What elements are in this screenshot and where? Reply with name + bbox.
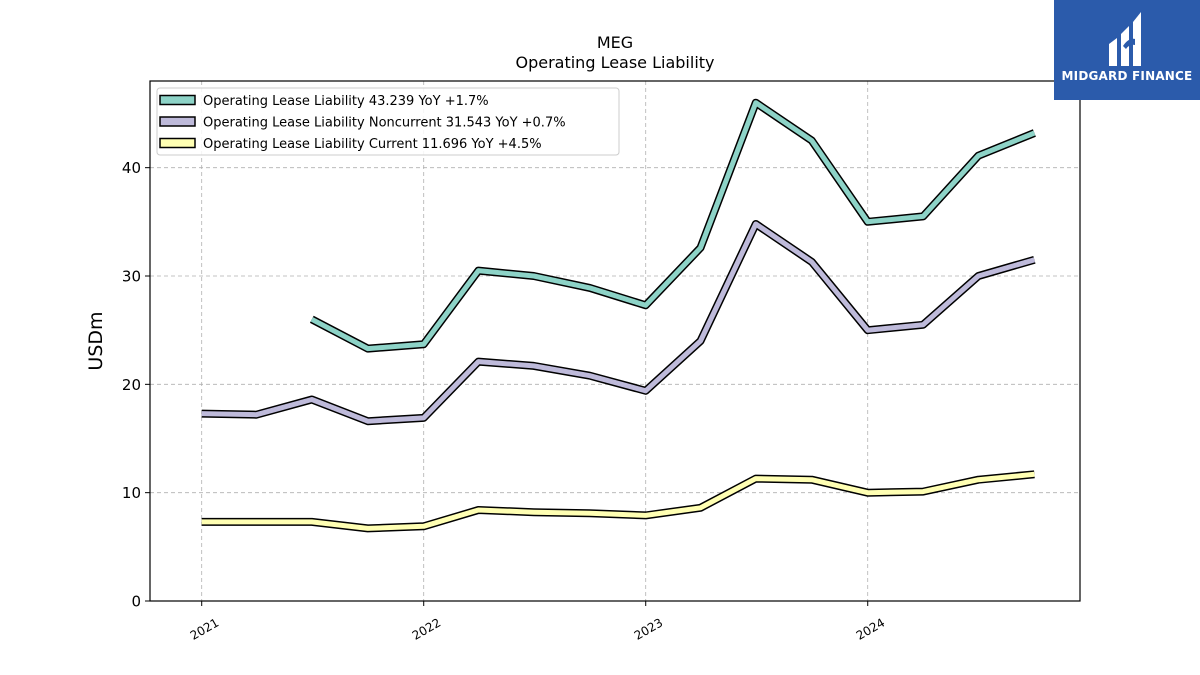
legend-swatch <box>159 94 196 106</box>
x-tick-label: 2024 <box>854 615 887 642</box>
x-tick-label: 2023 <box>632 615 665 642</box>
x-tick-label: 2021 <box>188 615 221 642</box>
y-tick-label: 10 <box>122 484 141 502</box>
brand-name: MIDGARD FINANCE <box>1061 69 1193 83</box>
y-tick-label: 40 <box>122 159 141 177</box>
plot-frame <box>149 80 1081 602</box>
y-tick-label: 20 <box>122 376 141 394</box>
legend: Operating Lease Liability 43.239 YoY +1.… <box>156 87 620 156</box>
chart-title: MEG <box>597 33 633 52</box>
y-tick-label: 0 <box>131 593 141 611</box>
series-line <box>201 471 1035 531</box>
brand-logo: MIDGARD FINANCE <box>1054 0 1200 100</box>
series-layer <box>201 98 1036 533</box>
legend-swatch <box>159 137 196 149</box>
series-line <box>310 100 1036 352</box>
legend-label: Operating Lease Liability Noncurrent 31.… <box>203 116 566 131</box>
legend-label: Operating Lease Liability Current 11.696… <box>203 137 542 152</box>
x-tick-label: 2022 <box>410 615 443 642</box>
legend-label: Operating Lease Liability 43.239 YoY +1.… <box>203 94 489 109</box>
series-line-outline <box>201 470 1035 533</box>
y-axis-label: USDm <box>85 311 107 370</box>
chart-subtitle: Operating Lease Liability <box>515 53 714 72</box>
series-line <box>201 221 1036 424</box>
legend-box <box>156 87 620 156</box>
midgard-logo-icon <box>1109 12 1141 66</box>
legend-swatch <box>159 116 196 127</box>
y-tick-label: 30 <box>122 268 141 286</box>
